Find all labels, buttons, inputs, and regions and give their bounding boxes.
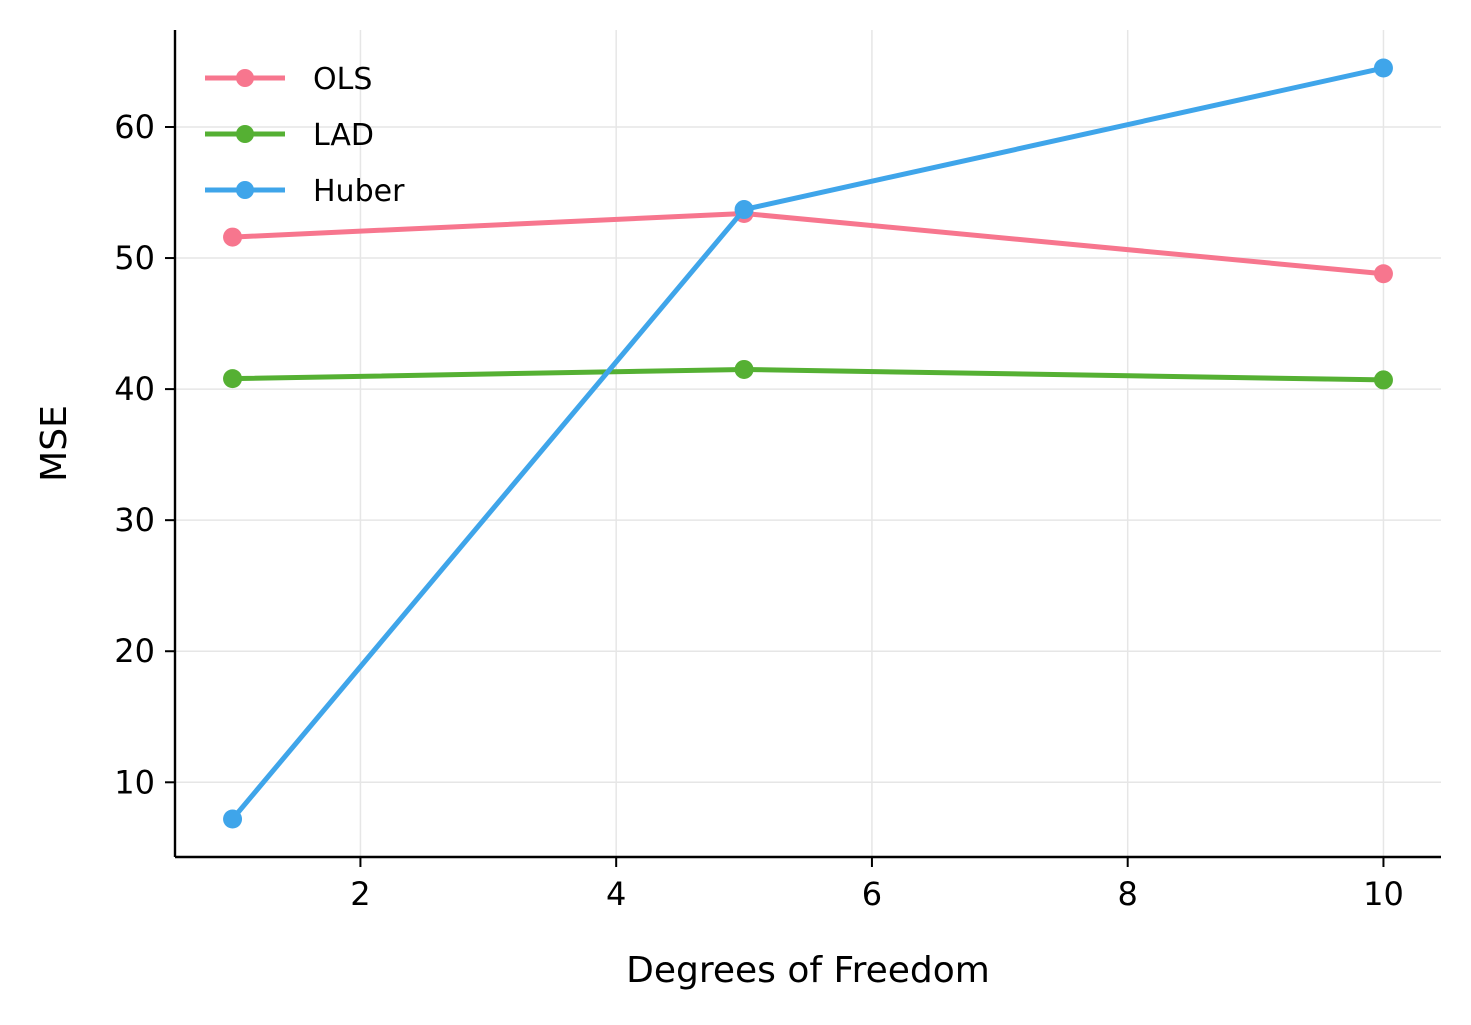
x-axis-label: Degrees of Freedom	[626, 950, 990, 991]
data-point-ols	[1373, 264, 1393, 284]
y-tick-label: 50	[114, 239, 155, 277]
series-huber	[223, 58, 1393, 829]
data-point-huber	[223, 809, 243, 829]
legend-entry-lad: LAD	[205, 118, 374, 153]
x-tick-label: 4	[606, 875, 626, 913]
legend-label-huber: Huber	[313, 174, 405, 209]
y-tick-label: 30	[114, 501, 155, 539]
x-tick-label: 8	[1118, 875, 1138, 913]
y-tick-label: 60	[114, 108, 155, 146]
series-ols	[223, 203, 1393, 284]
legend-entry-huber: Huber	[205, 174, 405, 209]
y-axis-label: MSE	[34, 405, 75, 482]
legend-marker-lad	[236, 125, 254, 143]
legend-label-lad: LAD	[313, 118, 374, 153]
series-line-huber	[230, 65, 1386, 822]
data-point-lad	[223, 369, 243, 389]
legend-entry-ols: OLS	[205, 62, 372, 97]
legend-label-ols: OLS	[313, 62, 372, 97]
legend-marker-ols	[236, 69, 254, 87]
x-tick-label: 2	[350, 875, 370, 913]
x-tick-label: 6	[862, 875, 882, 913]
legend: OLS LAD Huber	[205, 62, 405, 209]
data-point-lad	[734, 359, 754, 379]
y-tick-label: 10	[114, 763, 155, 801]
series-line-lad	[230, 366, 1386, 383]
ticks: 2 4 6 8 10 10 20 30 40 50 60	[114, 108, 1404, 913]
legend-marker-huber	[236, 181, 254, 199]
y-tick-label: 20	[114, 632, 155, 670]
y-tick-label: 40	[114, 370, 155, 408]
axes	[173, 30, 1441, 859]
data-point-lad	[1373, 370, 1393, 390]
series-layer	[223, 58, 1393, 829]
data-point-huber	[1373, 58, 1393, 78]
data-point-huber	[734, 200, 754, 220]
x-tick-label: 10	[1363, 875, 1404, 913]
data-point-ols	[223, 227, 243, 247]
grid	[175, 30, 1441, 857]
series-lad	[223, 359, 1393, 390]
series-line-ols	[230, 210, 1386, 277]
